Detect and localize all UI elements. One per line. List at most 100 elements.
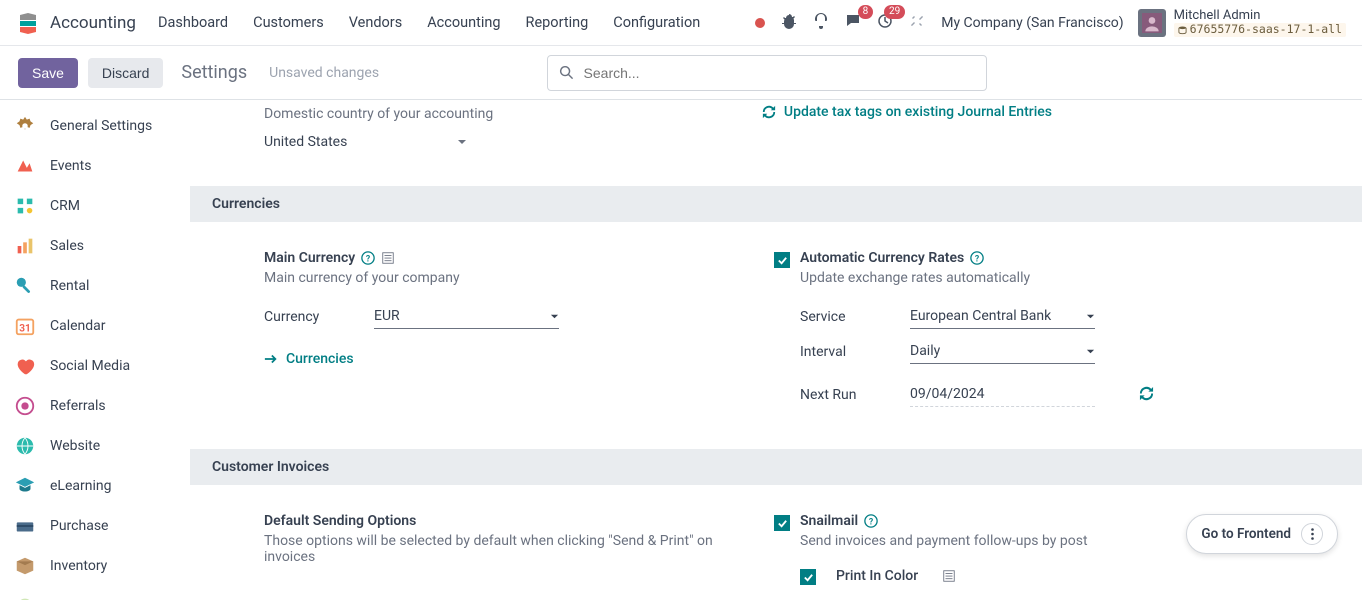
sidebar-item-social-media[interactable]: Social Media: [0, 346, 190, 386]
sidebar-item-label: eLearning: [50, 478, 111, 494]
app-name[interactable]: Accounting: [50, 13, 136, 33]
nav-accounting[interactable]: Accounting: [427, 14, 500, 31]
svg-text:?: ?: [366, 255, 370, 265]
caret-down-icon: [457, 137, 467, 147]
box-icon: [14, 555, 36, 577]
nav-vendors[interactable]: Vendors: [349, 14, 402, 31]
discard-button[interactable]: Discard: [88, 58, 163, 88]
go-to-frontend-button[interactable]: Go to Frontend: [1186, 514, 1338, 554]
nav-menu: Dashboard Customers Vendors Accounting R…: [158, 14, 755, 31]
default-sending-sub: Those options will be selected by defaul…: [264, 533, 734, 565]
unsaved-indicator: Unsaved changes: [269, 65, 379, 81]
messages-badge: 8: [858, 5, 874, 19]
print-color-label: Print In Color: [836, 568, 918, 584]
settings-content[interactable]: Domestic country of your accounting Unit…: [190, 100, 1362, 600]
refresh-icon: [762, 105, 776, 119]
help-icon[interactable]: ?: [970, 251, 984, 265]
run-now-button[interactable]: [1139, 386, 1154, 405]
sales-icon: [14, 235, 36, 257]
globe-icon: [14, 435, 36, 457]
settings-sidebar[interactable]: General Settings Events CRM Sales Rental…: [0, 100, 190, 600]
section-currencies-body: Main Currency ? Main currency of your co…: [208, 222, 1362, 417]
heart-icon: [14, 355, 36, 377]
update-tax-tags-link[interactable]: Update tax tags on existing Journal Entr…: [762, 104, 1052, 120]
main-currency-sub: Main currency of your company: [264, 270, 734, 286]
section-currencies-header: Currencies: [190, 186, 1362, 222]
print-color-checkbox[interactable]: [800, 569, 816, 585]
sidebar-item-events[interactable]: Events: [0, 146, 190, 186]
auto-rates-title: Automatic Currency Rates: [800, 250, 964, 266]
sidebar-item-label: General Settings: [50, 118, 152, 134]
search-input[interactable]: [547, 55, 987, 91]
nav-customers[interactable]: Customers: [253, 14, 324, 31]
search-box: [547, 55, 987, 91]
sidebar-item-elearning[interactable]: eLearning: [0, 466, 190, 506]
nav-dashboard[interactable]: Dashboard: [158, 14, 228, 31]
rental-icon: [14, 275, 36, 297]
more-options-icon[interactable]: [1301, 523, 1323, 545]
sidebar-item-website[interactable]: Website: [0, 426, 190, 466]
svg-text:?: ?: [869, 518, 873, 528]
sidebar-item-label: Events: [50, 158, 91, 174]
database-tag: 67655776-saas-17-1-all: [1174, 23, 1346, 37]
sidebar-item-label: Social Media: [50, 358, 130, 374]
app-icon[interactable]: [16, 11, 40, 35]
nav-configuration[interactable]: Configuration: [613, 14, 700, 31]
developer-icon[interactable]: [381, 251, 395, 265]
nextrun-input[interactable]: 09/04/2024: [910, 382, 1095, 407]
interval-select[interactable]: Daily: [910, 339, 1095, 364]
auto-rates-sub: Update exchange rates automatically: [800, 270, 1154, 286]
auto-rates-checkbox[interactable]: [774, 252, 790, 268]
sidebar-item-sales[interactable]: Sales: [0, 226, 190, 266]
messages-icon[interactable]: 8: [845, 13, 861, 33]
nav-reporting[interactable]: Reporting: [526, 14, 589, 31]
fiscal-country-value: United States: [264, 134, 347, 150]
snailmail-sub: Send invoices and payment follow-ups by …: [800, 533, 1088, 549]
control-panel: Save Discard Settings Unsaved changes: [0, 46, 1362, 100]
recording-indicator-icon[interactable]: [755, 18, 765, 28]
company-switcher[interactable]: My Company (San Francisco): [941, 15, 1123, 31]
currencies-link[interactable]: Currencies: [264, 351, 734, 367]
sidebar-item-inventory[interactable]: Inventory: [0, 546, 190, 586]
help-icon[interactable]: ?: [361, 251, 375, 265]
snailmail-title: Snailmail: [800, 513, 858, 529]
user-menu[interactable]: Mitchell Admin 67655776-saas-17-1-all: [1174, 8, 1346, 37]
service-label: Service: [800, 309, 890, 325]
crm-icon: [14, 195, 36, 217]
breadcrumb-title: Settings: [181, 62, 247, 83]
bug-icon[interactable]: [781, 13, 797, 33]
user-name: Mitchell Admin: [1174, 8, 1346, 24]
sidebar-item-purchase[interactable]: Purchase: [0, 506, 190, 546]
sidebar-item-general-settings[interactable]: General Settings: [0, 106, 190, 146]
developer-icon[interactable]: [942, 569, 956, 583]
sidebar-item-maintenance[interactable]: Maintenance: [0, 586, 190, 600]
fiscal-country-select[interactable]: United States: [264, 130, 467, 154]
snailmail-block: Snailmail ? Send invoices and payment fo…: [774, 513, 1244, 585]
sidebar-item-label: Referrals: [50, 398, 106, 414]
snailmail-checkbox[interactable]: [774, 515, 790, 531]
service-select[interactable]: European Central Bank: [910, 304, 1095, 329]
default-sending-title: Default Sending Options: [264, 513, 416, 529]
main-currency-block: Main Currency ? Main currency of your co…: [264, 250, 734, 407]
wrench-icon: [14, 595, 36, 600]
help-icon[interactable]: ?: [864, 514, 878, 528]
avatar[interactable]: [1138, 9, 1166, 37]
sidebar-item-calendar[interactable]: 31Calendar: [0, 306, 190, 346]
graduation-icon: [14, 475, 36, 497]
voip-icon[interactable]: [813, 13, 829, 33]
sidebar-item-crm[interactable]: CRM: [0, 186, 190, 226]
sidebar-item-rental[interactable]: Rental: [0, 266, 190, 306]
tools-icon[interactable]: [909, 13, 925, 33]
caret-down-icon: [1086, 347, 1095, 356]
currency-label: Currency: [264, 309, 354, 325]
interval-label: Interval: [800, 344, 890, 360]
sidebar-item-referrals[interactable]: Referrals: [0, 386, 190, 426]
svg-text:?: ?: [975, 255, 979, 265]
save-button[interactable]: Save: [18, 58, 78, 88]
sidebar-item-label: Inventory: [50, 558, 107, 574]
sidebar-item-label: Website: [50, 438, 100, 454]
events-icon: [14, 155, 36, 177]
currency-select[interactable]: EUR: [374, 304, 559, 329]
activities-icon[interactable]: 29: [877, 13, 893, 33]
auto-rates-block: Automatic Currency Rates ? Update exchan…: [774, 250, 1244, 407]
